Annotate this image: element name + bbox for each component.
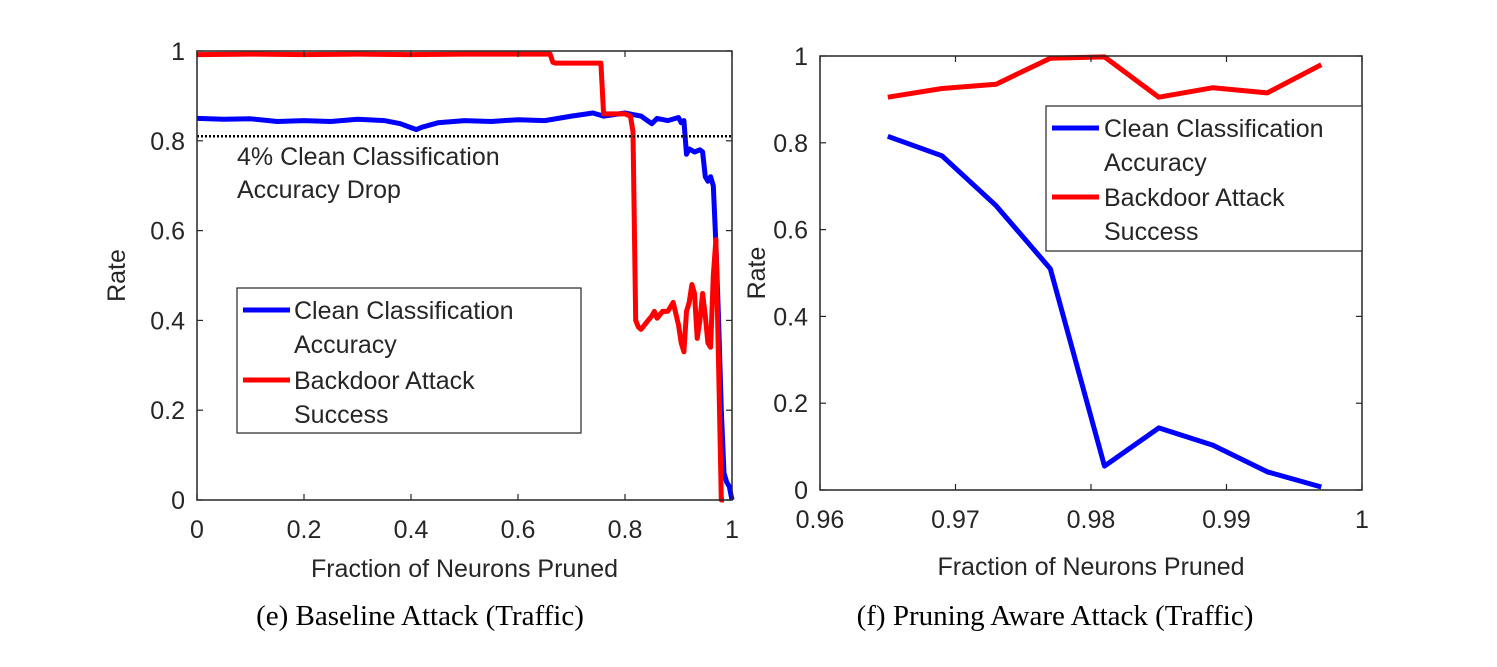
y-tick-label: 0 bbox=[171, 487, 185, 515]
x-tick-label: 0.98 bbox=[1067, 506, 1116, 534]
y-tick-label: 0.8 bbox=[773, 130, 808, 158]
x-axis-label: Fraction of Neurons Pruned bbox=[311, 555, 618, 583]
x-tick-label: 0.96 bbox=[796, 506, 845, 534]
figure-caption: (f) Pruning Aware Attack (Traffic) bbox=[857, 600, 1254, 632]
x-tick-label: 1 bbox=[725, 516, 739, 544]
y-tick-label: 1 bbox=[794, 43, 808, 71]
chart-baseline-attack: 4% Clean Classification Accuracy Drop 0 0.2… bbox=[103, 38, 739, 632]
legend-box bbox=[236, 287, 582, 434]
y-tick-label: 0.4 bbox=[150, 307, 185, 335]
y-tick-label: 0.2 bbox=[150, 397, 185, 425]
x-tick-label: 0.8 bbox=[608, 516, 643, 544]
x-tick-label: 0 bbox=[190, 516, 204, 544]
y-tick-label: 0.4 bbox=[773, 303, 808, 331]
x-tick-label: 0.2 bbox=[287, 516, 322, 544]
legend-label: Clean Classification bbox=[294, 297, 514, 325]
legend-label: Accuracy bbox=[294, 331, 397, 359]
annotation-text: 4% Clean Classification bbox=[237, 143, 500, 171]
legend-label: Accuracy bbox=[1104, 149, 1207, 177]
figure-caption: (e) Baseline Attack (Traffic) bbox=[256, 600, 584, 632]
legend-label: Backdoor Attack bbox=[294, 367, 475, 395]
chart-pruning-aware-attack: 0.96 0.97 0.98 0.99 1 0 0.2 0.4 0.6 0.8 1 Fraction … bbox=[743, 43, 1369, 632]
y-tick-label: 1 bbox=[171, 38, 185, 66]
y-tick-label: 0.2 bbox=[773, 390, 808, 418]
x-tick-label: 1 bbox=[1355, 506, 1369, 534]
x-tick-label: 0.97 bbox=[931, 506, 980, 534]
y-tick-label: 0.6 bbox=[150, 218, 185, 246]
clean-accuracy-line bbox=[196, 110, 735, 501]
legend-label: Success bbox=[1104, 218, 1198, 246]
axes-box bbox=[196, 50, 733, 501]
legend: Clean Classification Accuracy Backdoor Att… bbox=[236, 287, 582, 434]
annotation-text: Accuracy Drop bbox=[237, 176, 401, 204]
x-axis-label: Fraction of Neurons Pruned bbox=[937, 553, 1244, 581]
clean-accuracy-line bbox=[886, 133, 1322, 490]
x-tick-label: 0.6 bbox=[501, 516, 536, 544]
x-tick-label: 0.4 bbox=[394, 516, 429, 544]
legend: Clean Classification Accuracy Backdoor Att… bbox=[1045, 105, 1363, 252]
backdoor-success-line bbox=[887, 54, 1323, 100]
y-tick-label: 0.8 bbox=[150, 128, 185, 156]
legend-label: Clean Classification bbox=[1104, 115, 1324, 143]
y-tick-label: 0.6 bbox=[773, 217, 808, 245]
y-tick-label: 0 bbox=[794, 477, 808, 505]
y-axis-label: Rate bbox=[103, 249, 131, 302]
legend-label: Success bbox=[294, 401, 388, 429]
y-axis-label: Rate bbox=[743, 247, 771, 300]
legend-label: Backdoor Attack bbox=[1104, 184, 1285, 212]
x-tick-label: 0.99 bbox=[1202, 506, 1251, 534]
backdoor-success-line bbox=[196, 51, 724, 503]
